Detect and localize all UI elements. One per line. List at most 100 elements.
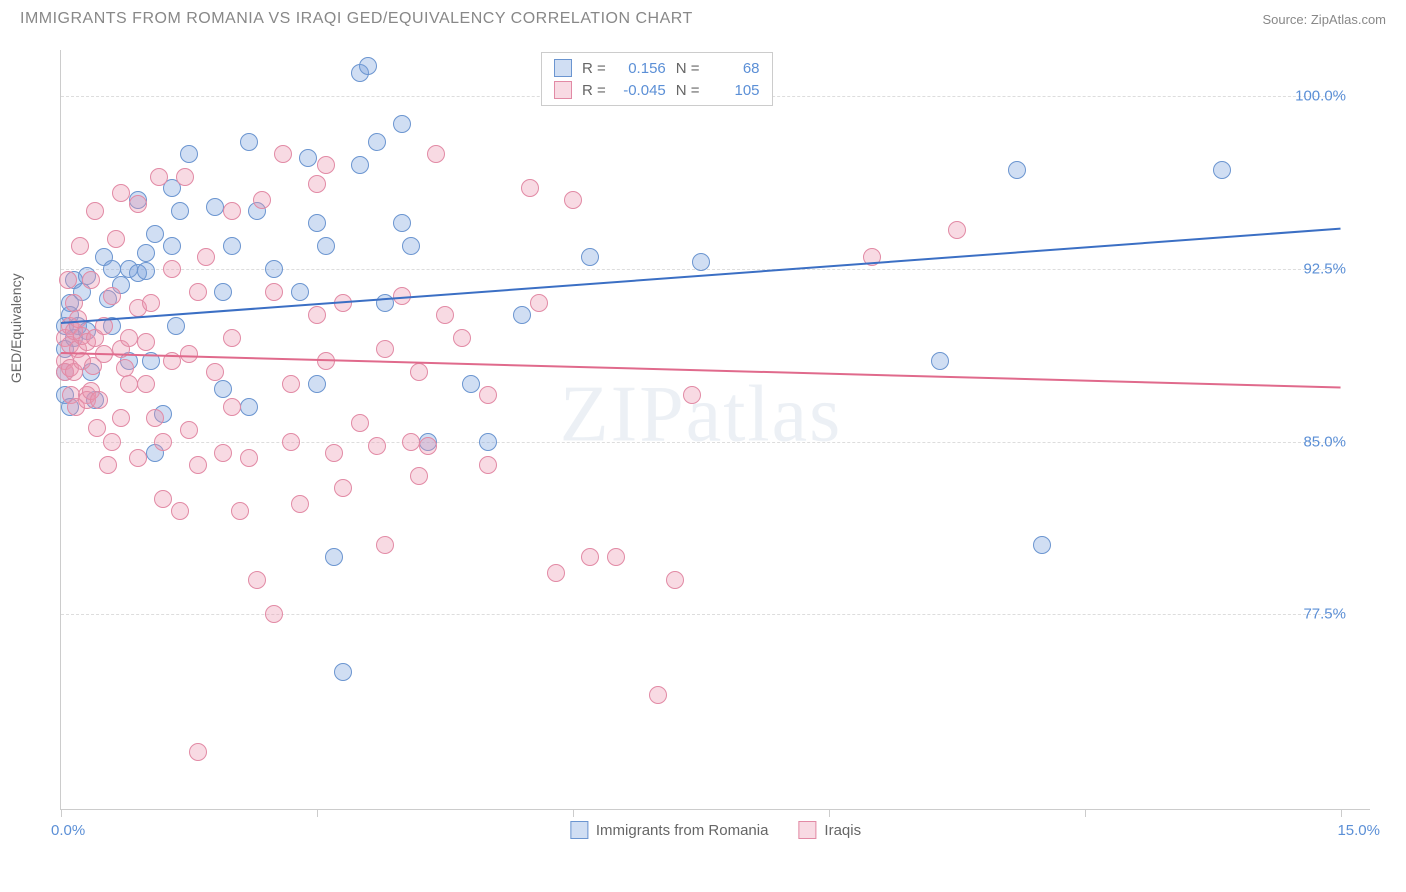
data-point	[129, 195, 147, 213]
data-point	[334, 663, 352, 681]
x-tick	[317, 809, 318, 817]
source-label: Source: ZipAtlas.com	[1262, 12, 1386, 27]
data-point	[666, 571, 684, 589]
data-point	[171, 502, 189, 520]
x-tick	[829, 809, 830, 817]
legend-item: Iraqis	[798, 821, 861, 839]
data-point	[265, 260, 283, 278]
data-point	[453, 329, 471, 347]
data-point	[479, 433, 497, 451]
stat-r-value: -0.045	[616, 82, 666, 99]
data-point	[214, 444, 232, 462]
data-point	[462, 375, 480, 393]
data-point	[253, 191, 271, 209]
data-point	[163, 260, 181, 278]
legend-swatch	[798, 821, 816, 839]
data-point	[368, 437, 386, 455]
data-point	[265, 605, 283, 623]
x-tick	[61, 809, 62, 817]
plot-area: ZIPatlas 100.0%92.5%85.0%77.5%	[61, 50, 1341, 810]
data-point	[142, 294, 160, 312]
stat-r-label: R =	[582, 82, 606, 99]
data-point	[189, 743, 207, 761]
data-point	[107, 230, 125, 248]
data-point	[308, 175, 326, 193]
legend-label: Immigrants from Romania	[596, 822, 769, 839]
data-point	[82, 271, 100, 289]
data-point	[116, 359, 134, 377]
data-point	[146, 225, 164, 243]
data-point	[530, 294, 548, 312]
data-point	[171, 202, 189, 220]
data-point	[1033, 536, 1051, 554]
data-point	[86, 202, 104, 220]
header: IMMIGRANTS FROM ROMANIA VS IRAQI GED/EQU…	[0, 0, 1406, 36]
data-point	[240, 398, 258, 416]
data-point	[564, 191, 582, 209]
data-point	[137, 262, 155, 280]
data-point	[402, 433, 420, 451]
data-point	[581, 248, 599, 266]
data-point	[692, 253, 710, 271]
data-point	[150, 168, 168, 186]
data-point	[325, 548, 343, 566]
stat-r-label: R =	[582, 60, 606, 77]
data-point	[120, 375, 138, 393]
data-point	[137, 244, 155, 262]
y-tick-label: 77.5%	[1266, 606, 1346, 623]
data-point	[393, 115, 411, 133]
watermark: ZIPatlas	[560, 369, 843, 460]
data-point	[103, 287, 121, 305]
gridline	[61, 614, 1341, 615]
x-tick	[573, 809, 574, 817]
x-axis-max-label: 15.0%	[1337, 822, 1380, 839]
data-point	[581, 548, 599, 566]
data-point	[607, 548, 625, 566]
chart-container: GED/Equivalency ZIPatlas 100.0%92.5%85.0…	[60, 50, 1370, 810]
data-point	[308, 306, 326, 324]
data-point	[479, 456, 497, 474]
data-point	[419, 437, 437, 455]
data-point	[90, 391, 108, 409]
trend-line	[61, 352, 1341, 389]
data-point	[308, 214, 326, 232]
data-point	[231, 502, 249, 520]
data-point	[282, 433, 300, 451]
x-axis-min-label: 0.0%	[51, 822, 85, 839]
stat-n-value: 105	[710, 82, 760, 99]
data-point	[112, 184, 130, 202]
data-point	[214, 380, 232, 398]
gridline	[61, 442, 1341, 443]
data-point	[513, 306, 531, 324]
stat-r-value: 0.156	[616, 60, 666, 77]
data-point	[317, 237, 335, 255]
data-point	[154, 490, 172, 508]
data-point	[291, 495, 309, 513]
data-point	[376, 340, 394, 358]
stats-legend: R =0.156N =68R =-0.045N =105	[541, 52, 773, 106]
data-point	[325, 444, 343, 462]
data-point	[223, 398, 241, 416]
x-tick	[1341, 809, 1342, 817]
data-point	[931, 352, 949, 370]
data-point	[146, 409, 164, 427]
data-point	[299, 149, 317, 167]
chart-title: IMMIGRANTS FROM ROMANIA VS IRAQI GED/EQU…	[20, 10, 693, 28]
data-point	[103, 433, 121, 451]
data-point	[88, 419, 106, 437]
data-point	[71, 237, 89, 255]
legend-label: Iraqis	[824, 822, 861, 839]
data-point	[265, 283, 283, 301]
data-point	[683, 386, 701, 404]
y-axis-label: GED/Equivalency	[8, 273, 24, 383]
data-point	[402, 237, 420, 255]
data-point	[368, 133, 386, 151]
data-point	[521, 179, 539, 197]
data-point	[223, 202, 241, 220]
data-point	[410, 363, 428, 381]
data-point	[65, 294, 83, 312]
data-point	[189, 283, 207, 301]
trend-line	[61, 227, 1341, 323]
data-point	[240, 449, 258, 467]
data-point	[436, 306, 454, 324]
